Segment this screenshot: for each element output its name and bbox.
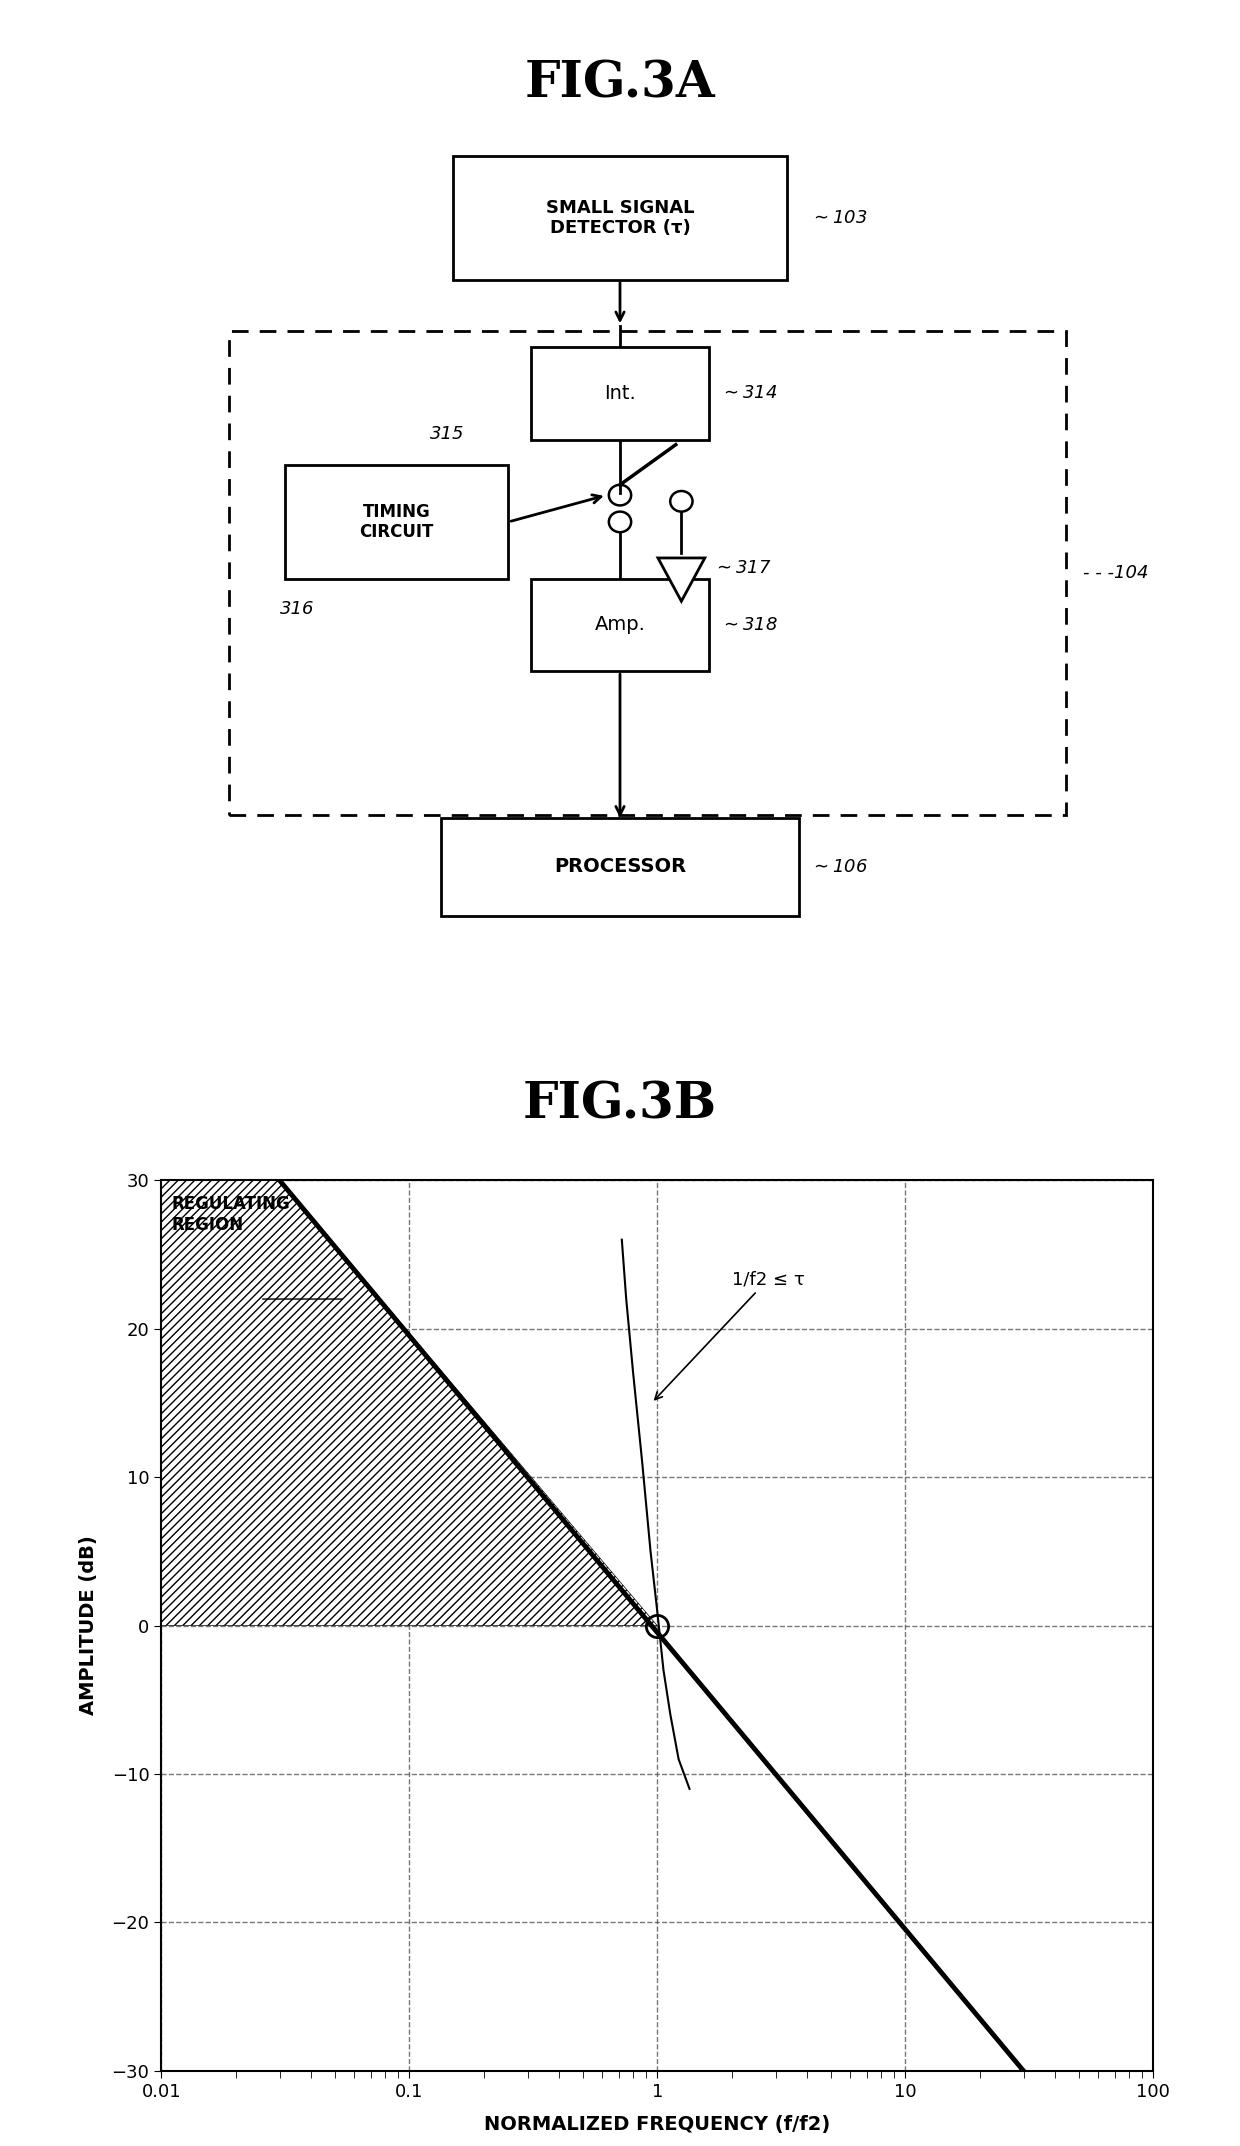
Text: TIMING
CIRCUIT: TIMING CIRCUIT [360, 502, 434, 541]
Text: 315: 315 [430, 425, 465, 444]
Text: $\sim$318: $\sim$318 [720, 616, 779, 633]
Text: 316: 316 [280, 601, 314, 618]
Text: REGULATING
REGION: REGULATING REGION [171, 1195, 290, 1234]
FancyBboxPatch shape [531, 348, 709, 440]
Text: - - -104: - - -104 [1084, 564, 1148, 582]
X-axis label: NORMALIZED FREQUENCY (f/f2): NORMALIZED FREQUENCY (f/f2) [484, 2114, 831, 2133]
Text: Amp.: Amp. [594, 616, 646, 635]
Text: $\sim$314: $\sim$314 [720, 384, 777, 401]
Polygon shape [161, 1180, 657, 1627]
Text: 1/f2 ≤ τ: 1/f2 ≤ τ [655, 1270, 805, 1399]
Text: Int.: Int. [604, 384, 636, 403]
FancyBboxPatch shape [441, 818, 799, 916]
FancyBboxPatch shape [453, 157, 787, 279]
Text: FIG.3B: FIG.3B [523, 1082, 717, 1129]
Text: PROCESSOR: PROCESSOR [554, 858, 686, 876]
FancyBboxPatch shape [531, 579, 709, 672]
Text: SMALL SIGNAL
DETECTOR (τ): SMALL SIGNAL DETECTOR (τ) [546, 200, 694, 238]
Polygon shape [658, 558, 704, 601]
Y-axis label: AMPLITUDE (dB): AMPLITUDE (dB) [78, 1537, 98, 1715]
Text: $\sim$317: $\sim$317 [713, 560, 771, 577]
Text: $\sim$103: $\sim$103 [810, 208, 867, 227]
Text: FIG.3A: FIG.3A [525, 60, 715, 109]
Text: $\sim$106: $\sim$106 [810, 858, 867, 876]
FancyBboxPatch shape [285, 466, 508, 579]
